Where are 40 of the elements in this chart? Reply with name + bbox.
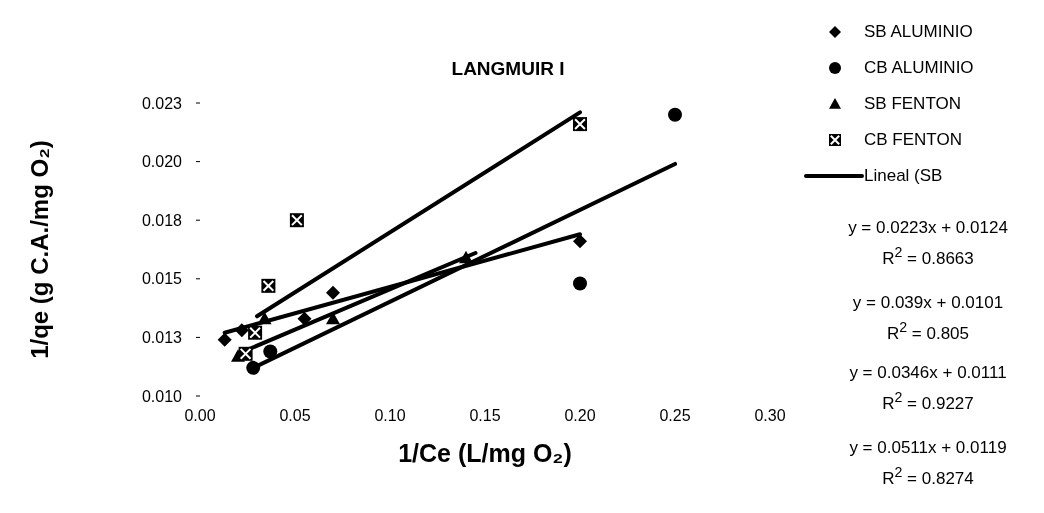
text: y = 0.039x + 0.0101 bbox=[851, 292, 1005, 314]
text: R$^{2}$ = 0.9227 bbox=[881, 388, 975, 415]
x-tick-label: 0.30 bbox=[754, 407, 786, 425]
point bbox=[217, 332, 232, 347]
x-tick-label: 0.05 bbox=[279, 407, 311, 425]
x-tick-label: 0.25 bbox=[659, 407, 691, 425]
text: R$^{2}$ = 0.805 bbox=[885, 318, 971, 345]
point bbox=[297, 311, 312, 326]
text: y = 0.0223x + 0.0124 bbox=[847, 217, 1009, 239]
legend-label: SB FENTON bbox=[864, 94, 961, 114]
point bbox=[257, 311, 272, 325]
point bbox=[573, 276, 587, 291]
y-axis-title: 1/qe (g C.A./mg O₂) bbox=[26, 140, 53, 359]
chart-title: LANGMUIR I bbox=[450, 58, 566, 80]
x-tick-label: 0.15 bbox=[469, 407, 501, 425]
legend-label: SB ALUMINIO bbox=[864, 22, 973, 42]
x-axis-title: 1/Ce (L/mg O₂) bbox=[398, 439, 572, 467]
point bbox=[263, 344, 278, 359]
point bbox=[246, 360, 261, 375]
y-tick-label: 0.018 bbox=[141, 211, 183, 229]
point bbox=[234, 323, 249, 338]
y-tick-label: 0.023 bbox=[141, 94, 183, 112]
text: y = 0.0346x + 0.0111 bbox=[848, 362, 1008, 384]
text: y = 0.0511x + 0.0119 bbox=[848, 437, 1008, 459]
legend-label: Lineal (SB bbox=[864, 166, 943, 186]
y-tick-label: 0.015 bbox=[141, 270, 183, 288]
point bbox=[459, 250, 473, 264]
point bbox=[326, 285, 340, 300]
legend-label: CB ALUMINIO bbox=[864, 58, 974, 78]
y-tick-label: 0.010 bbox=[141, 387, 183, 405]
legend-label: CB FENTON bbox=[864, 130, 962, 150]
x-tick-label: 0.10 bbox=[374, 407, 406, 425]
point bbox=[668, 107, 682, 122]
x-tick-label: 0.00 bbox=[184, 407, 216, 425]
text: R$^{2}$ = 0.8274 bbox=[881, 463, 975, 490]
x-tick-label: 0.20 bbox=[564, 407, 596, 425]
point bbox=[573, 234, 587, 249]
y-tick-label: 0.013 bbox=[141, 329, 183, 347]
text: R$^{2}$ = 0.8663 bbox=[881, 243, 975, 270]
y-tick-label: 0.020 bbox=[141, 153, 183, 171]
